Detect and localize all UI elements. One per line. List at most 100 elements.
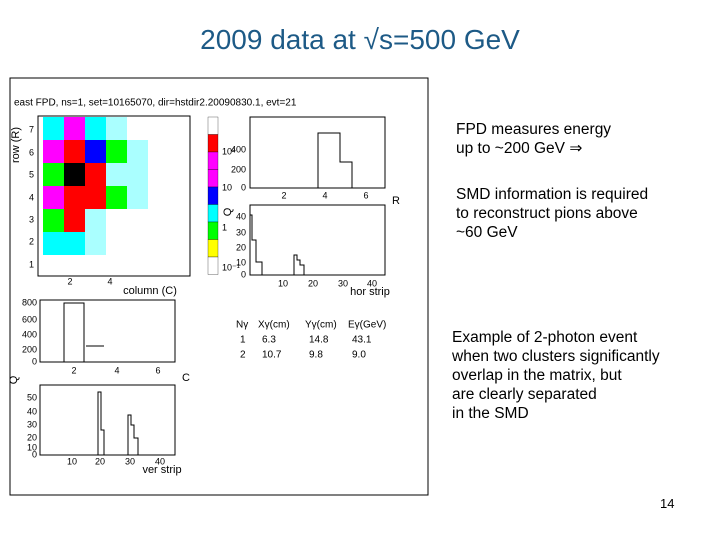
note: FPD measures energy up to ~200 GeV ⇒ bbox=[456, 120, 611, 158]
matrix-cell bbox=[64, 232, 85, 255]
note: Example of 2-photon event when two clust… bbox=[452, 328, 660, 423]
tick-label: 1 bbox=[222, 222, 227, 232]
axis-title: ver strip bbox=[142, 464, 181, 476]
scale-cell bbox=[207, 151, 219, 170]
tick-label: 30 bbox=[125, 456, 135, 466]
matrix-cell bbox=[85, 186, 106, 209]
color-scale bbox=[207, 116, 219, 275]
tick-label: 30 bbox=[236, 227, 246, 237]
tick-label: 0 bbox=[241, 269, 246, 279]
matrix-cell bbox=[106, 186, 127, 209]
tick-label: 4 bbox=[114, 365, 119, 375]
note-line: Example of 2-photon event bbox=[452, 329, 638, 346]
tick-label: 4 bbox=[322, 190, 327, 200]
matrix-frame bbox=[37, 115, 191, 277]
matrix-cell bbox=[106, 117, 127, 140]
matrix-cell bbox=[64, 186, 85, 209]
tick-label: 3 bbox=[29, 214, 34, 224]
tick-label: 6 bbox=[155, 365, 160, 375]
tick-label: 40 bbox=[27, 406, 37, 416]
note-line: ~60 GeV bbox=[456, 224, 518, 241]
tick-label: 20 bbox=[308, 278, 318, 288]
matrix-cell bbox=[43, 117, 64, 140]
axis-title: hor strip bbox=[350, 286, 390, 298]
matrix-cell bbox=[43, 232, 64, 255]
histogram bbox=[40, 302, 175, 363]
tick-label: 1 bbox=[29, 259, 34, 269]
tick-label: 0 bbox=[32, 356, 37, 366]
scale-cell bbox=[207, 134, 219, 153]
tick-label: 6 bbox=[29, 147, 34, 157]
tick-label: 7 bbox=[29, 124, 34, 134]
tick-label: 800 bbox=[22, 297, 37, 307]
table-header: Nγ bbox=[236, 320, 248, 331]
tick-label: 10 bbox=[27, 442, 37, 452]
tick-label: 400 bbox=[231, 144, 246, 154]
scale-cell bbox=[207, 186, 219, 205]
note: SMD information is required to reconstru… bbox=[456, 185, 648, 242]
tick-label: 50 bbox=[27, 392, 37, 402]
note-line: in the SMD bbox=[452, 405, 529, 422]
tick-label: 5 bbox=[29, 169, 34, 179]
figure-header: east FPD, ns=1, set=10165070, dir=hstdir… bbox=[14, 98, 297, 109]
tick-label: 2 bbox=[71, 365, 76, 375]
matrix-cell bbox=[64, 163, 85, 186]
matrix-cell bbox=[64, 140, 85, 163]
scale-cell bbox=[207, 116, 219, 135]
matrix-cell bbox=[127, 163, 148, 186]
matrix-cell bbox=[106, 140, 127, 163]
page-number: 14 bbox=[660, 496, 675, 511]
tick-label: 2 bbox=[281, 190, 286, 200]
table-header: Eγ(GeV) bbox=[348, 320, 386, 331]
cluster-table: Nγ Xγ(cm) Yγ(cm) Eγ(GeV) 1 6.3 14.8 43.1 2 10.7 9.… bbox=[236, 320, 386, 361]
scale-cell bbox=[207, 239, 219, 258]
note-line: FPD measures energy bbox=[456, 121, 612, 138]
axis-title: R bbox=[392, 195, 400, 207]
histogram bbox=[250, 132, 353, 189]
axis-title: C bbox=[182, 372, 190, 384]
tick-label: 0 bbox=[32, 449, 37, 459]
matrix-cell bbox=[43, 209, 64, 232]
tick-label: 40 bbox=[367, 278, 377, 288]
table-cell: 2 bbox=[240, 350, 246, 361]
tick-label: 200 bbox=[231, 164, 246, 174]
table-header: Xγ(cm) bbox=[258, 320, 290, 331]
axis-title: column (C) bbox=[123, 285, 177, 297]
tick-label: 40 bbox=[236, 211, 246, 221]
tick-label: 40 bbox=[155, 456, 165, 466]
tick-label: 2 bbox=[29, 236, 34, 246]
axis-title: Q bbox=[8, 375, 20, 384]
tick-label: 4 bbox=[29, 192, 34, 202]
table-header: Yγ(cm) bbox=[305, 320, 337, 331]
matrix-cell bbox=[85, 209, 106, 232]
tick-label: 4 bbox=[107, 276, 112, 286]
scale-cell bbox=[207, 169, 219, 188]
matrix-cells bbox=[43, 117, 148, 255]
note-line: up to ~200 GeV ⇒ bbox=[456, 140, 583, 157]
tick-label: 10 bbox=[278, 278, 288, 288]
matrix-cell bbox=[85, 117, 106, 140]
matrix-cell bbox=[85, 163, 106, 186]
tick-label: 20 bbox=[95, 456, 105, 466]
matrix-cell bbox=[106, 163, 127, 186]
tick-label: 10 bbox=[236, 257, 246, 267]
tick-label: 600 bbox=[22, 314, 37, 324]
slide-title: 2009 data at √s=500 GeV bbox=[200, 24, 520, 55]
table-cell: 9.0 bbox=[352, 350, 366, 361]
tick-label: 30 bbox=[338, 278, 348, 288]
table-cell: 9.8 bbox=[309, 350, 323, 361]
tick-label: 200 bbox=[22, 344, 37, 354]
matrix-cell bbox=[64, 209, 85, 232]
tick-label: 6 bbox=[363, 190, 368, 200]
histogram bbox=[40, 391, 175, 456]
matrix-cell bbox=[43, 163, 64, 186]
matrix-cell bbox=[43, 186, 64, 209]
tick-label: 10⁻¹ bbox=[222, 262, 240, 272]
table-cell: 1 bbox=[240, 335, 246, 346]
note-line: SMD information is required bbox=[456, 186, 649, 203]
note-line: to reconstruct pions above bbox=[456, 205, 638, 222]
axis-title: Q bbox=[222, 207, 234, 216]
